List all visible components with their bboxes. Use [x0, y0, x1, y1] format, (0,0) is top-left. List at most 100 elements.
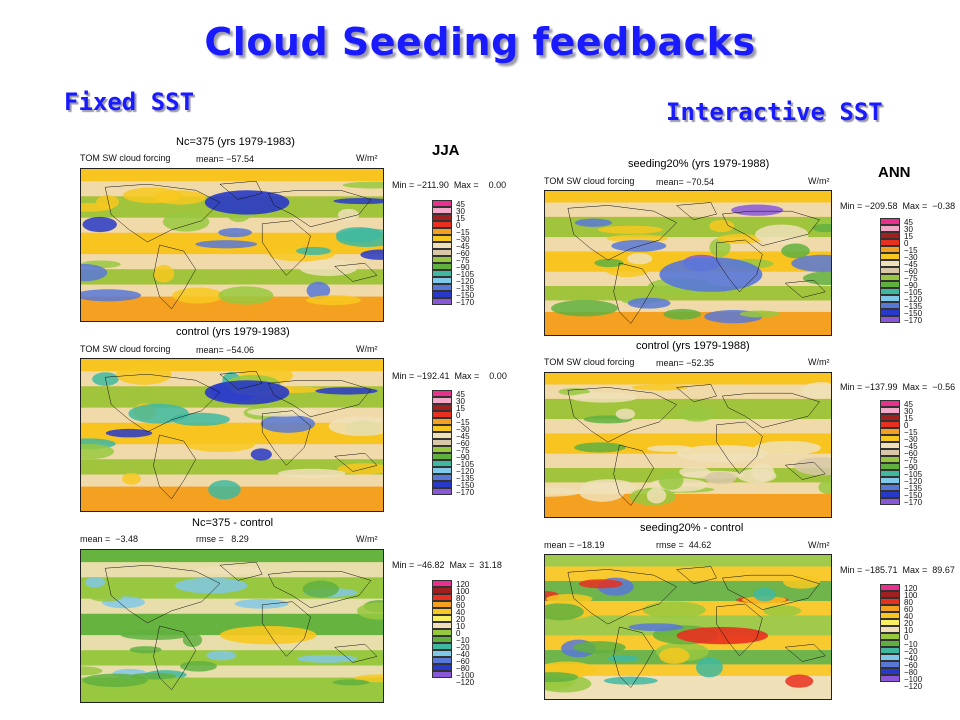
colorbar-label: 15: [904, 414, 913, 423]
map-cloud-blob: [122, 472, 141, 485]
panel-title: seeding20% (yrs 1979-1988): [628, 158, 770, 170]
colorbar-label: 0: [904, 239, 909, 248]
map-cloud-blob: [812, 223, 831, 233]
colorbar-label: −135: [904, 302, 923, 311]
panel-mean: mean= −54.06: [196, 345, 255, 355]
continent-outline: [677, 203, 717, 220]
colorbar-swatch: [432, 481, 452, 488]
map-cloud-blob: [785, 674, 814, 688]
colorbar-label: −45: [456, 242, 470, 251]
colorbar-label: 120: [904, 584, 918, 593]
colorbar-label: 100: [456, 587, 470, 596]
colorbar-swatch: [880, 654, 900, 661]
colorbar-swatch: [432, 207, 452, 214]
colorbar-label: −135: [456, 284, 475, 293]
colorbar-label: −100: [456, 671, 475, 680]
map-cloud-blob: [128, 403, 189, 424]
continent-outline: [105, 565, 220, 623]
colorbar-label: −150: [904, 491, 923, 500]
interactive-sst-heading: Interactive SST: [666, 98, 883, 126]
units-label: W/m²: [808, 540, 830, 550]
colorbar-label: −90: [456, 453, 470, 462]
colorbar-label: −45: [456, 432, 470, 441]
continent-outline: [677, 567, 717, 584]
map-cloud-blob: [81, 202, 114, 212]
colorbar-swatch: [432, 488, 452, 495]
colorbar-label: 60: [904, 605, 913, 614]
colorbar-label: 80: [456, 594, 465, 603]
colorbar-swatch: [880, 435, 900, 442]
field-label: TOM SW cloud forcing: [80, 153, 171, 163]
colorbar-label: −75: [904, 274, 918, 283]
map-cloud-blob: [709, 219, 735, 233]
map-cloud-blob: [250, 448, 272, 461]
colorbar-label: 0: [456, 221, 461, 230]
colorbar-label: −100: [904, 675, 923, 684]
colorbar-swatch: [880, 428, 900, 435]
panel-title: Nc=375 (yrs 1979-1983): [176, 136, 295, 148]
map-cloud-blob: [143, 677, 215, 691]
map-cloud-blob: [750, 463, 775, 482]
map-image: [80, 358, 384, 512]
map-cloud-blob: [659, 647, 690, 664]
map-cloud-blob: [663, 308, 702, 320]
colorbar-swatch: [432, 643, 452, 650]
colorbar-swatch: [432, 242, 452, 249]
map-cloud-blob: [81, 443, 114, 460]
map-band: [81, 598, 383, 614]
colorbar-swatch: [432, 221, 452, 228]
colorbar-swatch: [880, 232, 900, 239]
colorbar-label: 40: [904, 612, 913, 621]
continent-outline: [268, 380, 371, 416]
map-cloud-blob: [679, 405, 716, 422]
map-cloud-blob: [174, 577, 248, 594]
continent-outline: [717, 604, 763, 656]
continent-outline: [268, 571, 371, 607]
colorbar-label: 15: [456, 214, 465, 223]
map-cloud-blob: [782, 575, 821, 589]
map-cloud-blob: [218, 227, 252, 238]
colorbar-label: 40: [456, 608, 465, 617]
colorbar-label: −120: [904, 295, 923, 304]
map-band: [81, 217, 383, 233]
colorbar-swatch: [880, 633, 900, 640]
map-cloud-blob: [302, 580, 339, 598]
map-cloud-blob: [573, 641, 626, 654]
map-svg: [81, 359, 383, 511]
colorbar-label: −150: [456, 291, 475, 300]
colorbar-label: −150: [904, 309, 923, 318]
colorbar-label: −30: [904, 435, 918, 444]
continent-outline: [105, 184, 220, 242]
map-cloud-blob: [597, 225, 664, 234]
colorbar-label: 0: [904, 633, 909, 642]
map-cloud-blob: [338, 208, 360, 221]
colorbar-label: −105: [904, 288, 923, 297]
colorbar-swatch: [880, 605, 900, 612]
colorbar-label: −60: [904, 267, 918, 276]
colorbar-label: 60: [456, 601, 465, 610]
panel-mean: mean= −57.54: [196, 154, 255, 164]
map-cloud-blob: [306, 281, 331, 300]
map-band: [81, 444, 383, 460]
map-cloud-blob: [615, 408, 636, 420]
colorbar-swatch: [880, 281, 900, 288]
continent-outline: [153, 435, 195, 499]
map-band: [545, 555, 831, 567]
map-cloud-blob: [360, 249, 383, 260]
units-label: W/m²: [356, 153, 378, 163]
map-cloud-blob: [791, 254, 831, 273]
colorbar-label: −40: [904, 654, 918, 663]
colorbar-label: −90: [904, 463, 918, 472]
colorbar-label: −30: [456, 425, 470, 434]
colorbar-swatch: [880, 484, 900, 491]
field-label: TOM SW cloud forcing: [544, 357, 635, 367]
colorbar-swatch: [880, 498, 900, 505]
colorbar-swatch: [432, 277, 452, 284]
map-cloud-blob: [808, 217, 831, 226]
colorbar-label: −20: [904, 647, 918, 656]
colorbar-label: −90: [904, 281, 918, 290]
continent-outline: [614, 445, 654, 505]
continent-outline: [153, 626, 195, 690]
colorbar-label: 0: [456, 629, 461, 638]
continent-outline: [262, 411, 310, 466]
